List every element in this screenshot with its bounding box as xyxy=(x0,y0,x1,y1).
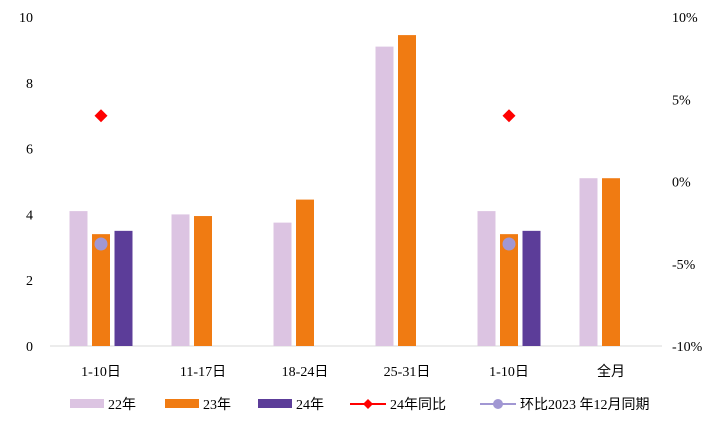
bar-22年 xyxy=(171,214,190,346)
legend-label: 24年同比 xyxy=(390,397,446,413)
x-tick-label: 25-31日 xyxy=(384,365,431,380)
bar-24年 xyxy=(522,230,541,346)
y-right-tick-label: -10% xyxy=(672,340,703,355)
legend-marker-环比2023 年12月同期 xyxy=(493,399,503,409)
bar-22年 xyxy=(375,46,394,347)
bar-23年 xyxy=(602,178,620,346)
y-left-tick-label: 8 xyxy=(26,77,33,92)
y-right-tick-label: 0% xyxy=(672,176,691,191)
y-left-tick-label: 4 xyxy=(26,208,33,223)
marker-环比2023 年12月同期 xyxy=(94,237,108,251)
x-tick-label: 1-10日 xyxy=(81,365,121,380)
y-right-tick-label: -5% xyxy=(672,258,696,273)
marker-环比2023 年12月同期 xyxy=(502,237,516,251)
legend-label: 22年 xyxy=(108,397,136,413)
bar-24年 xyxy=(114,230,133,346)
x-tick-label: 1-10日 xyxy=(489,365,529,380)
bar-22年 xyxy=(273,222,292,346)
y-right-tick-label: 5% xyxy=(672,93,691,108)
y-left-tick-label: 10 xyxy=(19,11,33,26)
legend-label: 24年 xyxy=(296,397,324,413)
legend-swatch-23年 xyxy=(165,399,199,408)
legend-label: 环比2023 年12月同期 xyxy=(520,397,650,413)
marker-24年同比 xyxy=(502,109,516,123)
legend-swatch-22年 xyxy=(70,399,104,408)
x-tick-label: 11-17日 xyxy=(180,365,226,380)
bar-22年 xyxy=(69,211,88,346)
bar-22年 xyxy=(579,178,598,346)
marker-24年同比 xyxy=(94,109,108,123)
bar-23年 xyxy=(92,234,110,346)
legend-marker-24年同比 xyxy=(363,399,373,409)
y-left-tick-label: 0 xyxy=(26,340,33,355)
legend-swatch-24年 xyxy=(258,399,292,408)
bar-23年 xyxy=(194,216,212,346)
y-right-tick-label: 10% xyxy=(672,11,698,26)
bar-23年 xyxy=(398,35,416,346)
x-tick-label: 18-24日 xyxy=(282,365,329,380)
x-tick-label: 全月 xyxy=(597,363,625,380)
bar-23年 xyxy=(296,199,314,346)
y-left-tick-label: 2 xyxy=(26,274,33,289)
y-left-tick-label: 6 xyxy=(26,143,33,158)
bar-23年 xyxy=(500,234,518,346)
bar-22年 xyxy=(477,211,496,346)
legend-label: 23年 xyxy=(203,397,231,413)
